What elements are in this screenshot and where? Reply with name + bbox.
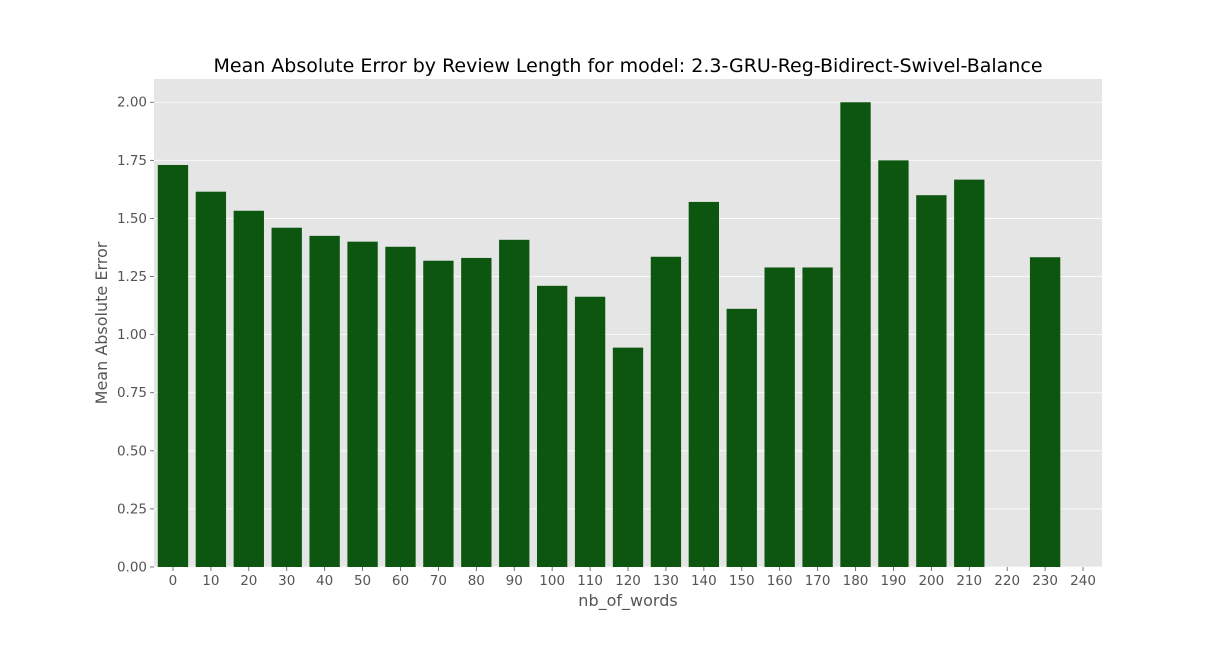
x-tick-label: 160	[767, 573, 793, 589]
x-tick-label: 120	[615, 573, 641, 589]
x-tick-label: 150	[729, 573, 755, 589]
y-axis-label: Mean Absolute Error	[92, 241, 111, 404]
bar-20	[233, 210, 264, 567]
x-axis-ticks: 0 10 20 30 40 50 60 70 80 90 100 110 120 130 140 150 160…	[169, 567, 1096, 589]
x-tick-label: 200	[918, 573, 944, 589]
x-tick-label: 40	[316, 573, 333, 589]
x-tick-label: 190	[881, 573, 907, 589]
bar-190	[878, 160, 909, 568]
y-tick-label: 2.00	[117, 95, 147, 111]
x-tick-label: 110	[577, 573, 603, 589]
x-tick-label: 140	[691, 573, 717, 589]
y-tick-label: 0.75	[117, 385, 147, 401]
x-tick-label: 230	[1032, 573, 1058, 589]
bar-100	[536, 285, 568, 567]
y-tick-label: 1.50	[117, 211, 147, 227]
x-tick-label: 100	[539, 573, 565, 589]
y-tick-label: 0.25	[117, 501, 147, 517]
x-tick-label: 130	[653, 573, 679, 589]
x-tick-label: 80	[468, 573, 485, 589]
x-tick-label: 240	[1070, 573, 1096, 589]
x-tick-label: 170	[805, 573, 831, 589]
bar-40	[309, 235, 340, 567]
x-tick-label: 70	[430, 573, 447, 589]
bar-230	[1029, 257, 1061, 567]
x-tick-label: 210	[956, 573, 982, 589]
x-tick-label: 20	[240, 573, 257, 589]
bar-210	[954, 179, 985, 567]
bar-180	[840, 102, 871, 567]
bar-170	[802, 267, 833, 567]
x-axis-label: nb_of_words	[578, 591, 677, 611]
x-tick-label: 10	[202, 573, 219, 589]
y-axis-ticks: 0.00 0.25 0.50 0.75 1.00 1.25 1.50 1.75 2.00	[117, 95, 154, 576]
y-tick-label: 1.25	[117, 269, 147, 285]
bars	[157, 102, 1061, 568]
bar-110	[574, 296, 606, 567]
x-tick-label: 220	[994, 573, 1020, 589]
bar-200	[916, 195, 947, 567]
bar-80	[461, 257, 492, 567]
bar-30	[271, 227, 302, 567]
bar-70	[423, 260, 454, 567]
x-tick-label: 0	[169, 573, 178, 589]
x-tick-label: 60	[392, 573, 409, 589]
bar-130	[650, 256, 682, 567]
chart-title: Mean Absolute Error by Review Length for…	[213, 55, 1042, 77]
x-tick-label: 90	[506, 573, 523, 589]
bar-160	[764, 267, 795, 567]
bar-60	[385, 246, 416, 567]
x-tick-label: 180	[843, 573, 869, 589]
y-tick-label: 1.75	[117, 153, 147, 169]
bar-0	[157, 164, 189, 567]
x-tick-label: 50	[354, 573, 371, 589]
x-tick-label: 30	[278, 573, 295, 589]
bar-140	[688, 201, 720, 568]
bar-150	[726, 308, 757, 567]
y-tick-label: 0.00	[117, 560, 147, 576]
bar-120	[612, 347, 644, 567]
y-tick-label: 1.00	[117, 327, 147, 343]
bar-90	[499, 239, 530, 567]
bar-50	[347, 241, 378, 567]
y-tick-label: 0.50	[117, 443, 147, 459]
bar-10	[195, 191, 227, 567]
